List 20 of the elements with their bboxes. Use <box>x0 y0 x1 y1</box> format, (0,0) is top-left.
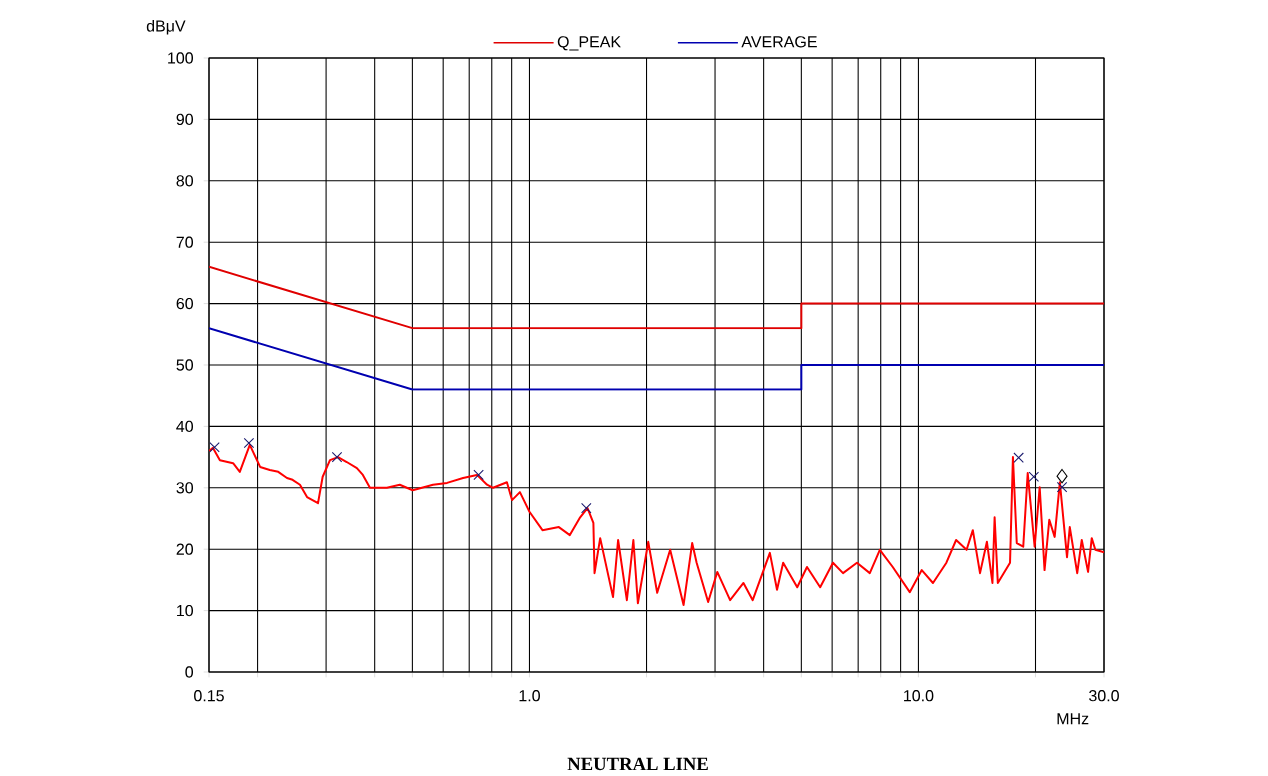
x-tick-label: 0.15 <box>194 690 224 702</box>
y-tick-label: 20 <box>176 543 194 555</box>
x-tick-label: 1.0 <box>519 690 540 702</box>
legend-label: AVERAGE <box>741 36 817 48</box>
y-tick-label: 40 <box>176 420 194 433</box>
y-tick-label: 10 <box>177 604 194 617</box>
legend-label: Q_PEAK <box>557 36 621 51</box>
y-tick-label: 30 <box>176 482 194 494</box>
y-tick-label: 60 <box>176 297 194 310</box>
y-tick-label: 80 <box>176 175 194 187</box>
x-axis-title: MHz <box>1057 713 1089 725</box>
y-tick-label: 100 <box>168 52 194 64</box>
y-tick-label: 50 <box>176 359 194 371</box>
x-tick-label: 30.0 <box>1089 690 1119 702</box>
y-tick-label: 0 <box>185 666 194 678</box>
y-tick-label: 90 <box>176 113 194 126</box>
x-tick-label: 10.0 <box>904 690 934 702</box>
y-tick-label: 70 <box>176 236 194 248</box>
y-axis-title: dBμV <box>146 19 186 35</box>
text: NEUTRAL LINE <box>567 757 708 771</box>
